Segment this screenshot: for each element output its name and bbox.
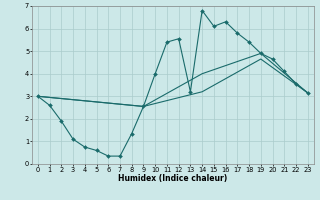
X-axis label: Humidex (Indice chaleur): Humidex (Indice chaleur) — [118, 174, 228, 183]
